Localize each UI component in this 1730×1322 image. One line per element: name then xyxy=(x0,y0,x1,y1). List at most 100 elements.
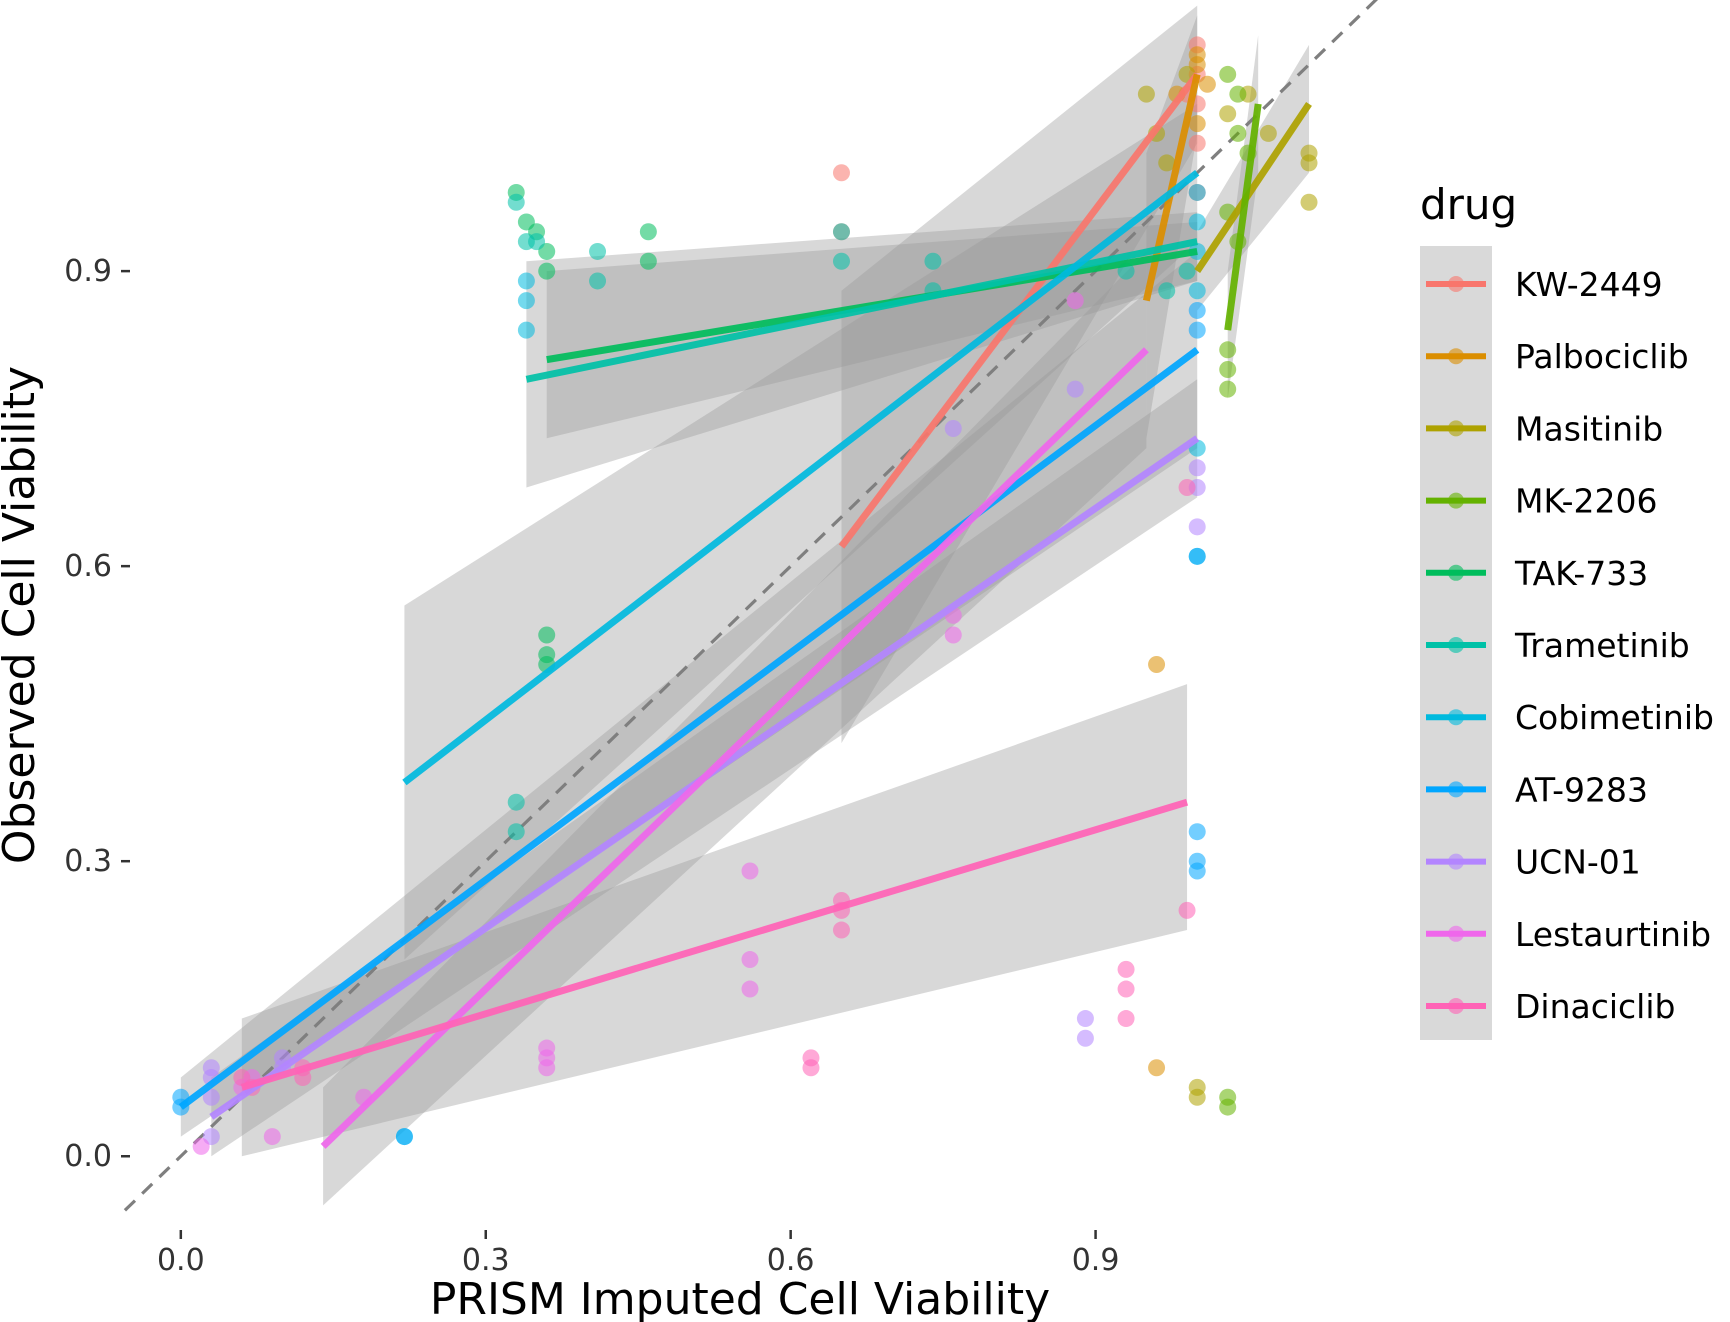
point-palbociclib xyxy=(1148,1059,1166,1077)
legend-label-tak-733: TAK-733 xyxy=(1514,554,1648,593)
fit-line-mk-2206 xyxy=(1224,103,1262,331)
point-at-9283 xyxy=(1188,301,1206,319)
point-dinaciclib xyxy=(1117,960,1135,978)
legend-point-tak-733 xyxy=(1448,564,1464,581)
point-at-9283 xyxy=(1188,862,1206,880)
point-dinaciclib xyxy=(1178,478,1196,496)
point-cobimetinib xyxy=(1188,282,1206,300)
point-ucn-01 xyxy=(1188,518,1206,536)
point-masitinib xyxy=(1188,1088,1206,1106)
ci-band-lestaurtinib xyxy=(323,251,1147,1206)
point-at-9283 xyxy=(1188,823,1206,841)
point-dinaciclib xyxy=(832,921,850,939)
point-palbociclib xyxy=(1148,656,1166,674)
point-masitinib xyxy=(1137,85,1155,103)
point-dinaciclib xyxy=(1117,1010,1135,1028)
legend-items: KW-2449 Palbociclib Masitinib MK-2206 TAK-73… xyxy=(1426,265,1714,1026)
ci-band-ucn-01 xyxy=(211,379,1198,1157)
x-tick-label: 0.6 xyxy=(767,1243,815,1278)
point-mk-2206 xyxy=(1219,65,1237,83)
ci-band-dinaciclib xyxy=(241,684,1188,1157)
point-tak-733 xyxy=(538,262,556,280)
legend-label-cobimetinib: Cobimetinib xyxy=(1515,698,1714,737)
point-trametinib xyxy=(832,252,850,270)
point-trametinib xyxy=(589,272,607,290)
legend-label-palbociclib: Palbociclib xyxy=(1515,337,1689,376)
axes: 0.0 0.3 0.6 0.9 0.0 0.3 0.6 0.9 xyxy=(64,254,1119,1278)
point-at-9283 xyxy=(1188,547,1206,565)
point-lestaurtinib xyxy=(741,862,759,880)
x-tick-label: 0.9 xyxy=(1072,1243,1120,1278)
legend-point-palbociclib xyxy=(1448,348,1464,365)
y-tick-label: 0.3 xyxy=(64,844,112,879)
point-palbociclib xyxy=(1198,75,1216,93)
point-lestaurtinib xyxy=(741,980,759,998)
point-mk-2206 xyxy=(1219,1098,1237,1116)
point-mk-2206 xyxy=(1219,360,1237,378)
fit-lines xyxy=(178,72,1312,1149)
legend-label-dinaciclib: Dinaciclib xyxy=(1515,987,1675,1026)
point-trametinib xyxy=(528,233,546,251)
fit-line-dinaciclib xyxy=(240,798,1189,1091)
x-tick-label: 0.0 xyxy=(157,1243,205,1278)
legend-label-trametinib: Trametinib xyxy=(1514,626,1690,665)
point-at-9283 xyxy=(1188,321,1206,339)
point-tak-733 xyxy=(538,626,556,644)
point-trametinib xyxy=(507,193,525,211)
point-kw-2449 xyxy=(832,164,850,182)
point-cobimetinib xyxy=(517,272,535,290)
fit-line-masitinib xyxy=(1194,101,1312,274)
legend-point-ucn-01 xyxy=(1448,853,1464,870)
point-mk-2206 xyxy=(1219,380,1237,398)
ci-band-masitinib xyxy=(1197,44,1310,311)
point-masitinib xyxy=(1300,193,1318,211)
y-axis-title: Observed Cell Viability xyxy=(0,366,45,864)
point-palbociclib xyxy=(1188,115,1206,133)
y-tick-label: 0.9 xyxy=(64,254,112,289)
point-lestaurtinib xyxy=(192,1137,210,1155)
point-trametinib xyxy=(507,823,525,841)
point-mk-2206 xyxy=(1229,124,1247,142)
point-tak-733 xyxy=(639,252,657,270)
point-dinaciclib xyxy=(802,1059,820,1077)
ci-band-cobimetinib xyxy=(404,103,1198,960)
point-lestaurtinib xyxy=(1066,292,1084,310)
legend-point-cobimetinib xyxy=(1448,709,1464,726)
legend-point-mk-2206 xyxy=(1448,492,1464,509)
point-masitinib xyxy=(1259,124,1277,142)
fit-line-lestaurtinib xyxy=(320,347,1149,1149)
legend-label-masitinib: Masitinib xyxy=(1515,409,1663,448)
point-ucn-01 xyxy=(1066,380,1084,398)
legend-point-kw-2449 xyxy=(1448,276,1464,292)
fit-line-at-9283 xyxy=(178,346,1200,1110)
point-ucn-01 xyxy=(944,419,962,437)
legend-label-lestaurtinib: Lestaurtinib xyxy=(1515,915,1711,954)
legend-label-mk-2206: MK-2206 xyxy=(1515,482,1658,521)
x-axis-title: PRISM Imputed Cell Viability xyxy=(430,1274,1050,1322)
point-ucn-01 xyxy=(1188,459,1206,477)
point-tak-733 xyxy=(639,223,657,241)
point-trametinib xyxy=(1178,262,1196,280)
point-lestaurtinib xyxy=(741,951,759,969)
legend-label-kw-2449: KW-2449 xyxy=(1515,265,1663,304)
point-masitinib xyxy=(1300,154,1318,172)
point-trametinib xyxy=(1158,282,1176,300)
legend-label-at-9283: AT-9283 xyxy=(1515,770,1648,809)
point-trametinib xyxy=(589,242,607,260)
point-kw-2449 xyxy=(1188,134,1206,152)
point-mk-2206 xyxy=(1229,85,1247,103)
point-ucn-01 xyxy=(1076,1029,1094,1047)
point-mk-2206 xyxy=(1219,341,1237,359)
fit-line-palbociclib xyxy=(1142,73,1201,302)
point-masitinib xyxy=(1158,154,1176,172)
point-ucn-01 xyxy=(1076,1010,1094,1028)
y-tick-label: 0.6 xyxy=(64,549,112,584)
legend: drug KW-2449 Palbociclib Masitinib MK-2206 T… xyxy=(1420,180,1714,1040)
legend-point-dinaciclib xyxy=(1448,998,1464,1014)
point-trametinib xyxy=(924,252,942,270)
point-lestaurtinib xyxy=(538,1059,556,1077)
legend-point-at-9283 xyxy=(1448,781,1464,798)
point-dinaciclib xyxy=(1117,980,1135,998)
point-at-9283 xyxy=(395,1128,413,1146)
